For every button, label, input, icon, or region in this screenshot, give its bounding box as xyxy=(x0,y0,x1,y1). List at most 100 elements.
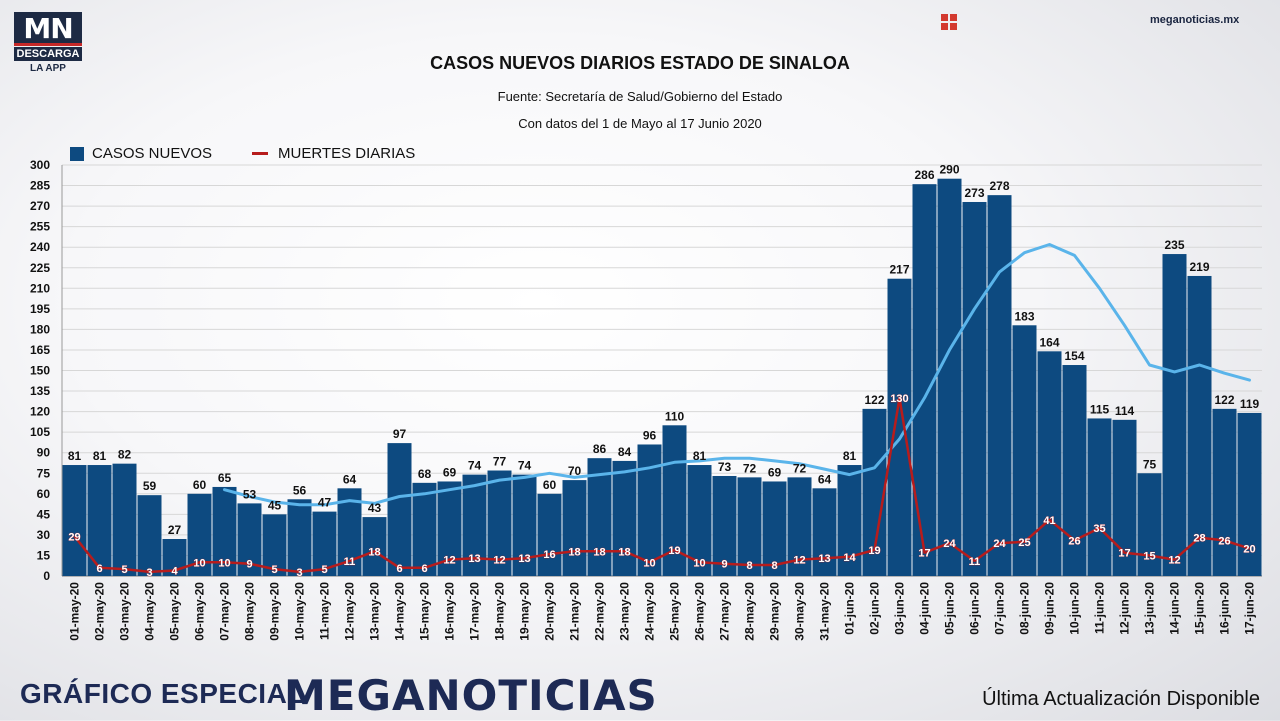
deaths-data-label: 12 xyxy=(443,555,455,567)
bar xyxy=(1112,419,1137,576)
y-tick-label: 225 xyxy=(30,261,50,275)
bar-data-label: 64 xyxy=(818,472,832,486)
bar-data-label: 75 xyxy=(1143,457,1157,471)
x-tick-label: 04-jun-20 xyxy=(918,582,932,635)
bar-data-label: 81 xyxy=(93,449,107,463)
bar xyxy=(1087,418,1112,576)
x-tick-label: 13-jun-20 xyxy=(1143,582,1157,635)
deaths-data-label: 130 xyxy=(890,393,908,405)
deaths-data-label: 26 xyxy=(1068,535,1080,547)
x-tick-label: 14-may-20 xyxy=(393,582,407,641)
deaths-data-label: 5 xyxy=(321,564,327,576)
bar xyxy=(1187,275,1212,576)
bar-data-label: 73 xyxy=(718,460,732,474)
deaths-data-label: 14 xyxy=(843,552,856,564)
bar xyxy=(1162,254,1187,577)
x-tick-label: 18-may-20 xyxy=(493,582,507,641)
deaths-data-label: 18 xyxy=(368,546,380,558)
bar-data-label: 81 xyxy=(843,449,857,463)
bar xyxy=(362,517,387,576)
meganoticias-logo[interactable]: MN DESCARGA LA APP xyxy=(14,12,82,74)
bar xyxy=(762,481,787,576)
bar-data-label: 119 xyxy=(1240,397,1260,411)
bar xyxy=(712,475,737,576)
deaths-data-label: 6 xyxy=(396,563,402,575)
bar-data-label: 47 xyxy=(318,496,332,510)
x-tick-label: 01-jun-20 xyxy=(843,582,857,635)
deaths-data-label: 6 xyxy=(96,563,102,575)
deaths-data-label: 18 xyxy=(593,546,605,558)
bar xyxy=(987,195,1012,576)
x-tick-label: 03-may-20 xyxy=(118,582,132,641)
x-tick-label: 14-jun-20 xyxy=(1168,582,1182,635)
bar-data-label: 27 xyxy=(168,523,182,537)
bar-data-label: 164 xyxy=(1039,335,1059,349)
bar xyxy=(1037,351,1062,576)
deaths-data-label: 11 xyxy=(969,556,981,568)
chart-date-range: Con datos del 1 de Mayo al 17 Junio 2020 xyxy=(518,116,762,131)
x-tick-label: 12-may-20 xyxy=(343,582,357,641)
logo-mark: MN xyxy=(14,12,82,46)
x-tick-label: 11-jun-20 xyxy=(1093,582,1107,634)
x-tick-label: 24-may-20 xyxy=(643,582,657,641)
deaths-data-label: 19 xyxy=(868,545,880,557)
bar-data-label: 68 xyxy=(418,467,432,481)
bar-data-label: 86 xyxy=(593,442,607,456)
x-tick-label: 03-jun-20 xyxy=(893,582,907,635)
footer-special-label: GRÁFICO ESPECIAL xyxy=(20,678,305,709)
x-tick-label: 10-jun-20 xyxy=(1068,582,1082,635)
y-tick-label: 60 xyxy=(37,487,51,501)
deaths-data-label: 24 xyxy=(993,538,1006,550)
bar xyxy=(287,499,312,576)
deaths-data-label: 10 xyxy=(218,557,230,569)
deaths-data-label: 28 xyxy=(1193,533,1205,545)
deaths-data-label: 3 xyxy=(146,567,152,579)
deaths-data-label: 10 xyxy=(693,557,705,569)
bar-data-label: 122 xyxy=(864,393,884,407)
chart-title: CASOS NUEVOS DIARIOS ESTADO DE SINALOA xyxy=(430,53,850,73)
bar xyxy=(937,178,962,576)
bar xyxy=(962,201,987,577)
deaths-data-label: 12 xyxy=(1168,555,1180,567)
y-tick-label: 90 xyxy=(37,446,51,460)
legend-swatch-cases xyxy=(70,146,84,161)
bar xyxy=(412,482,437,576)
x-tick-label: 28-may-20 xyxy=(743,582,757,641)
menu-grid-icon[interactable] xyxy=(941,14,957,30)
bar xyxy=(1237,412,1262,576)
x-tick-label: 17-jun-20 xyxy=(1243,582,1257,635)
legend-label-deaths: MUERTES DIARIAS xyxy=(278,145,416,162)
deaths-data-label: 19 xyxy=(668,545,680,557)
bar-data-label: 97 xyxy=(393,427,407,441)
y-tick-label: 0 xyxy=(43,569,50,583)
y-tick-label: 165 xyxy=(30,343,50,357)
x-tick-label: 15-may-20 xyxy=(418,582,432,641)
bar xyxy=(812,488,837,576)
x-tick-label: 06-jun-20 xyxy=(968,582,982,635)
bar-data-label: 56 xyxy=(293,483,307,497)
bar-data-label: 286 xyxy=(914,168,934,182)
legend-label-cases: CASOS NUEVOS xyxy=(92,145,213,162)
deaths-data-label: 9 xyxy=(246,559,252,571)
trend-line xyxy=(223,243,1251,507)
deaths-data-label: 26 xyxy=(1218,535,1230,547)
bar-data-label: 278 xyxy=(989,179,1009,193)
bar-data-label: 64 xyxy=(343,472,357,486)
x-tick-label: 27-may-20 xyxy=(718,582,732,641)
bar-data-label: 72 xyxy=(793,461,807,475)
bar-data-label: 81 xyxy=(68,449,82,463)
logo-app-label: LA APP xyxy=(30,63,66,74)
x-tick-label: 26-may-20 xyxy=(693,582,707,641)
x-tick-label: 30-may-20 xyxy=(793,582,807,641)
deaths-data-label: 17 xyxy=(1118,548,1130,560)
bar-data-label: 70 xyxy=(568,464,582,478)
chart-legend: CASOS NUEVOS MUERTES DIARIAS xyxy=(70,145,415,162)
bar xyxy=(262,514,287,576)
deaths-data-label: 16 xyxy=(543,549,555,561)
bar xyxy=(587,458,612,576)
bar-data-label: 43 xyxy=(368,501,382,515)
deaths-data-label: 18 xyxy=(618,546,630,558)
y-tick-label: 270 xyxy=(30,199,50,213)
site-url[interactable]: meganoticias.mx xyxy=(1150,14,1240,26)
